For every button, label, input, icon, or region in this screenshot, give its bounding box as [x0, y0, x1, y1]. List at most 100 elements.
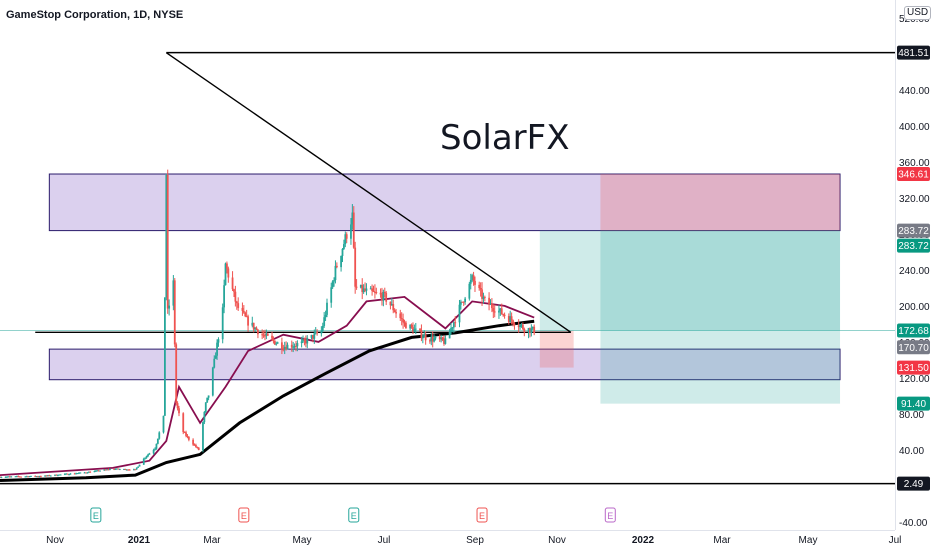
- earnings-marker[interactable]: E: [476, 507, 488, 523]
- candle: [351, 204, 354, 230]
- candle-body: [479, 288, 482, 290]
- candle: [34, 475, 37, 477]
- candle: [403, 319, 406, 327]
- candle-body: [282, 349, 285, 351]
- candle-body: [94, 470, 97, 472]
- candle: [374, 284, 376, 299]
- candle: [35, 475, 38, 478]
- candle: [27, 476, 30, 478]
- candle-body: [362, 288, 365, 293]
- candle-body: [458, 304, 461, 323]
- candle-body: [128, 469, 131, 471]
- candle: [173, 278, 176, 348]
- candle-body: [117, 468, 120, 470]
- candle: [321, 322, 324, 333]
- candle: [224, 262, 227, 286]
- candle-body: [510, 316, 513, 321]
- candle: [474, 276, 476, 292]
- candle: [438, 334, 441, 342]
- candle-body: [147, 454, 149, 457]
- candle: [479, 282, 482, 297]
- candle-body: [293, 346, 296, 348]
- candle: [8, 475, 11, 478]
- candle: [471, 273, 474, 283]
- price-label-value: 91.40: [901, 399, 926, 410]
- candle-body: [302, 339, 304, 342]
- earnings-marker[interactable]: E: [348, 507, 360, 523]
- candle-body: [464, 298, 467, 303]
- candle-body: [27, 476, 30, 478]
- price-label-value: 283.72: [898, 241, 929, 252]
- candle-body: [211, 367, 214, 396]
- candle: [114, 468, 117, 470]
- earnings-badge: [348, 507, 360, 523]
- currency-badge[interactable]: USD: [904, 6, 932, 20]
- candle: [255, 326, 258, 330]
- candle: [469, 273, 472, 290]
- candle-body: [20, 476, 23, 478]
- candle-body: [500, 308, 503, 315]
- candle-body: [113, 469, 116, 471]
- earnings-marker[interactable]: E: [90, 507, 102, 523]
- price-label-bg: [897, 45, 930, 60]
- price-label-bg: [897, 223, 930, 238]
- candle: [86, 472, 89, 474]
- candle: [419, 328, 421, 332]
- candle-body: [507, 316, 510, 322]
- x-tick-label: Jul: [378, 535, 391, 546]
- y-tick-label: 320.00: [899, 194, 930, 205]
- candle: [330, 282, 333, 308]
- candle: [444, 335, 447, 345]
- x-tick-label: May: [293, 535, 312, 546]
- candle: [343, 239, 345, 250]
- candle: [433, 334, 436, 343]
- candle: [334, 260, 337, 284]
- candle: [233, 288, 235, 297]
- candle-body: [148, 453, 151, 455]
- x-tick-label: Jul: [889, 535, 902, 546]
- candle-body: [78, 472, 80, 474]
- x-tick-label: Mar: [203, 535, 221, 546]
- candle: [311, 334, 314, 343]
- candle: [152, 448, 155, 455]
- candle-body: [520, 324, 523, 326]
- candle-body: [132, 469, 135, 471]
- candle: [55, 474, 58, 476]
- candle-body: [519, 325, 521, 328]
- candle: [280, 337, 283, 355]
- candle-body: [63, 473, 66, 475]
- candle-body: [37, 476, 39, 478]
- watermark-text: SolarFX: [440, 118, 570, 158]
- candle-body: [107, 469, 110, 471]
- candle-body: [4, 476, 7, 478]
- candle-body: [390, 304, 393, 306]
- x-tick-label: May: [799, 535, 818, 546]
- earnings-marker[interactable]: E: [604, 507, 616, 523]
- candle-body: [106, 469, 109, 471]
- candle: [242, 305, 245, 314]
- earnings-marker[interactable]: E: [238, 507, 250, 523]
- candle-body: [533, 326, 536, 334]
- candle-body: [48, 475, 51, 477]
- candle: [316, 329, 319, 336]
- candle-body: [233, 289, 235, 292]
- candle-body: [28, 476, 31, 478]
- candle: [423, 330, 426, 338]
- candle: [254, 326, 257, 332]
- candle: [211, 366, 214, 397]
- y-tick-label: 200.00: [899, 302, 930, 313]
- x-tick-label: Nov: [548, 535, 566, 546]
- candle-body: [323, 317, 326, 326]
- candle: [28, 475, 31, 478]
- long-target-zone: [539, 230, 841, 331]
- candle-body: [450, 328, 452, 332]
- candle-body: [192, 439, 194, 445]
- candle-body: [530, 328, 533, 333]
- candle-body: [49, 475, 52, 477]
- earnings-badge-label: E: [241, 511, 247, 521]
- candle-body: [382, 292, 385, 301]
- zone-box-1: [48, 173, 841, 232]
- earnings-badge-label: E: [93, 511, 99, 521]
- candle: [266, 332, 269, 337]
